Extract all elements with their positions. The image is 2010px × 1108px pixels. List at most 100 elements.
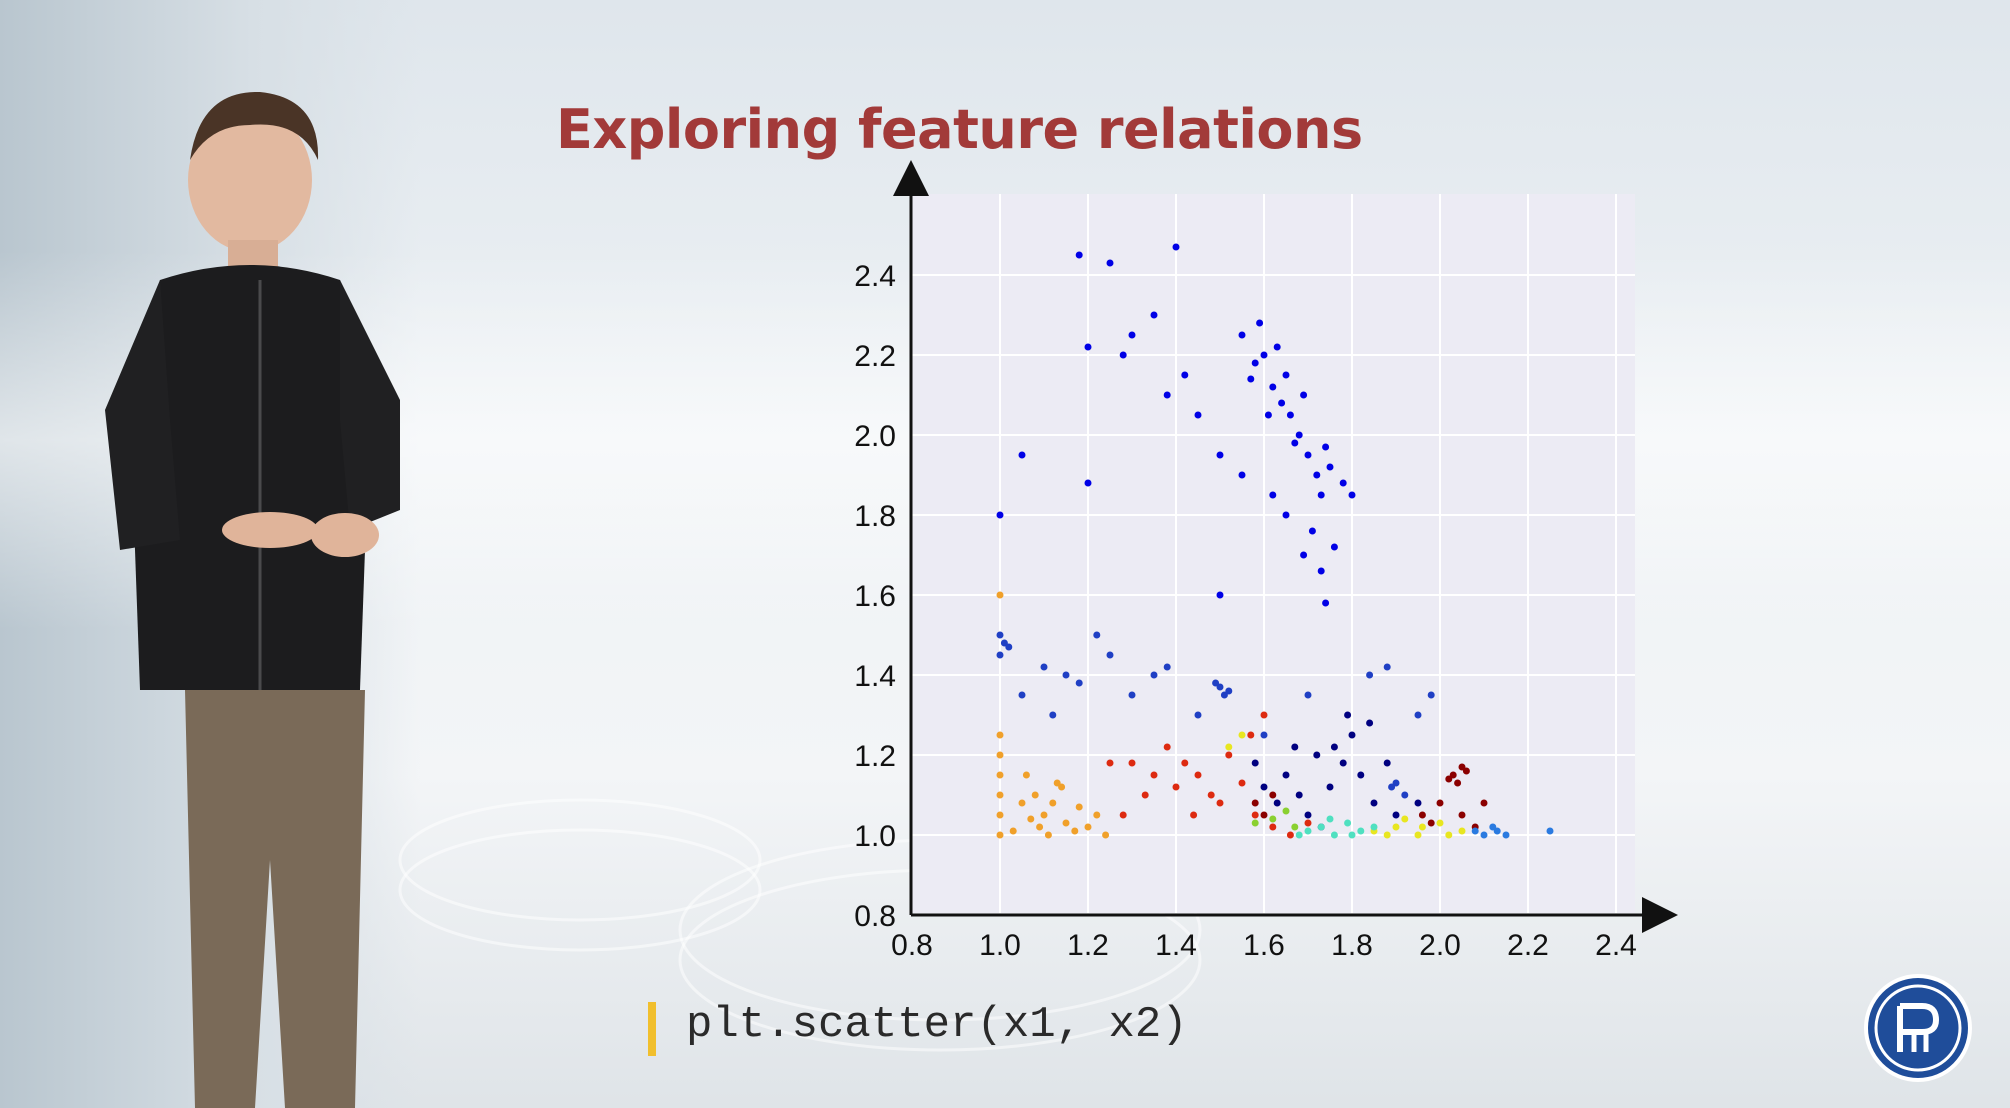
scatter-point <box>1106 259 1114 267</box>
scatter-point <box>1119 811 1127 819</box>
scatter-point <box>1071 827 1079 835</box>
scatter-point <box>1036 823 1044 831</box>
scatter-point <box>1370 823 1378 831</box>
scatter-point <box>1172 243 1180 251</box>
scatter-point <box>1383 831 1391 839</box>
y-tick-label: 0.8 <box>854 900 896 933</box>
slide-title: Exploring feature relations <box>556 98 1363 161</box>
code-snippet: plt.scatter(x1, x2) <box>686 1000 1188 1050</box>
x-tick-label: 2.2 <box>1507 929 1549 962</box>
scatter-point <box>1401 791 1409 799</box>
scatter-point <box>1462 767 1470 775</box>
scatter-point <box>1295 791 1303 799</box>
scatter-point <box>1216 451 1224 459</box>
scatter-point <box>996 751 1004 759</box>
presenter <box>105 91 400 1108</box>
scatter-point <box>1044 831 1052 839</box>
y-tick-label: 1.2 <box>854 740 896 773</box>
scatter-point <box>1278 399 1286 407</box>
scatter-point <box>1163 663 1171 671</box>
scatter-point <box>1251 759 1259 767</box>
scatter-point <box>1471 827 1479 835</box>
scatter-point <box>1414 831 1422 839</box>
scatter-point <box>1269 823 1277 831</box>
scatter-point <box>1238 779 1246 787</box>
code-accent-bar <box>648 1002 656 1056</box>
scatter-point <box>1093 631 1101 639</box>
scatter-point <box>1075 679 1083 687</box>
scatter-point <box>1273 343 1281 351</box>
scatter-point <box>1256 319 1264 327</box>
scatter-point <box>996 791 1004 799</box>
scatter-point <box>1247 375 1255 383</box>
scatter-point <box>1260 811 1268 819</box>
scatter-point <box>1326 783 1334 791</box>
scatter-point <box>1027 815 1035 823</box>
scatter-point <box>1436 799 1444 807</box>
scatter-point <box>1062 671 1070 679</box>
scatter-point <box>1313 471 1321 479</box>
scatter-point <box>1348 731 1356 739</box>
scatter-point <box>1291 823 1299 831</box>
scatter-point <box>1260 783 1268 791</box>
scatter-point <box>1264 411 1272 419</box>
scatter-point <box>1295 831 1303 839</box>
scatter-point <box>1502 831 1510 839</box>
scatter-point <box>1018 799 1026 807</box>
x-tick-label: 1.2 <box>1067 929 1109 962</box>
scatter-point <box>1414 711 1422 719</box>
scatter-point <box>1295 431 1303 439</box>
scatter-point <box>1172 783 1180 791</box>
x-tick-label: 1.6 <box>1243 929 1285 962</box>
scatter-point <box>1194 771 1202 779</box>
scatter-point <box>1216 799 1224 807</box>
scatter-point <box>1489 823 1497 831</box>
scatter-point <box>1260 731 1268 739</box>
scatter-point <box>1106 651 1114 659</box>
scatter-point <box>1106 759 1114 767</box>
scatter-point <box>996 731 1004 739</box>
scatter-point <box>1040 663 1048 671</box>
y-tick-label: 2.0 <box>854 420 896 453</box>
scatter-point <box>1454 779 1462 787</box>
scatter-point <box>1260 711 1268 719</box>
scatter-point <box>1062 819 1070 827</box>
scatter-point <box>1128 331 1136 339</box>
scatter-point <box>1326 815 1334 823</box>
scatter-point <box>996 651 1004 659</box>
scatter-point <box>1348 831 1356 839</box>
scatter-point <box>1049 711 1057 719</box>
scatter-point <box>1225 687 1233 695</box>
scatter-point <box>1150 311 1158 319</box>
scatter-point <box>1357 771 1365 779</box>
scatter-point <box>1119 351 1127 359</box>
scatter-point <box>1308 527 1316 535</box>
scatter-point <box>1260 351 1268 359</box>
scatter-point <box>1370 799 1378 807</box>
y-tick-label: 1.4 <box>854 660 896 693</box>
scatter-point <box>996 511 1004 519</box>
scatter-point <box>1458 827 1466 835</box>
scatter-point <box>1366 671 1374 679</box>
y-tick-label: 1.6 <box>854 580 896 613</box>
scatter-point <box>1330 831 1338 839</box>
scatter-point <box>1392 811 1400 819</box>
data-points <box>996 243 1554 839</box>
scatter-point <box>1401 815 1409 823</box>
scatter-point <box>1282 371 1290 379</box>
x-tick-label: 1.0 <box>979 929 1021 962</box>
scatter-point <box>1212 679 1220 687</box>
scatter-point <box>1286 411 1294 419</box>
scatter-point <box>1418 811 1426 819</box>
scatter-point <box>1093 811 1101 819</box>
scatter-point <box>1102 831 1110 839</box>
scatter-point <box>1084 343 1092 351</box>
scatter-point <box>1322 599 1330 607</box>
x-tick-label: 1.4 <box>1155 929 1197 962</box>
scatter-point <box>1251 819 1259 827</box>
scatter-point <box>1049 799 1057 807</box>
y-tick-label: 1.8 <box>854 500 896 533</box>
scatter-point <box>1480 799 1488 807</box>
scatter-point <box>1163 391 1171 399</box>
